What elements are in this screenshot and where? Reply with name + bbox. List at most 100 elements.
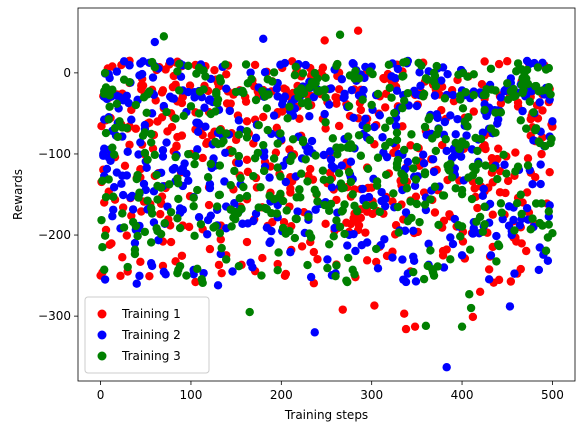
- data-point: [361, 114, 370, 124]
- data-point: [444, 164, 453, 174]
- data-point: [203, 173, 213, 182]
- data-point: [493, 174, 502, 184]
- data-point: [480, 57, 489, 66]
- data-point: [362, 123, 372, 133]
- data-point: [342, 218, 351, 227]
- data-point: [215, 228, 225, 238]
- data-point: [251, 95, 261, 105]
- data-point: [134, 150, 143, 159]
- data-point: [536, 179, 545, 189]
- data-point: [306, 164, 315, 174]
- data-point: [385, 83, 394, 93]
- data-point: [484, 265, 494, 274]
- data-point: [522, 188, 532, 197]
- data-point: [340, 92, 349, 102]
- data-point: [268, 217, 277, 227]
- data-point: [135, 271, 144, 281]
- data-point: [362, 207, 372, 216]
- data-point: [216, 235, 225, 244]
- data-point: [122, 231, 131, 240]
- data-point: [538, 106, 547, 115]
- data-point: [506, 87, 516, 96]
- data-point: [152, 170, 161, 180]
- data-point: [142, 108, 151, 118]
- data-point: [105, 102, 114, 111]
- data-point: [146, 129, 156, 139]
- data-point: [143, 155, 152, 164]
- data-point: [506, 277, 516, 286]
- data-point: [250, 60, 260, 70]
- data-point: [356, 213, 366, 223]
- data-point: [234, 151, 244, 161]
- data-point: [393, 202, 403, 212]
- data-point: [269, 68, 279, 77]
- data-point-outlier: [465, 290, 474, 299]
- data-point: [131, 221, 141, 231]
- data-point: [348, 265, 357, 275]
- data-point: [199, 85, 208, 94]
- data-point: [320, 109, 329, 119]
- data-point: [140, 148, 150, 158]
- data-point: [487, 85, 497, 94]
- data-point: [509, 215, 518, 225]
- data-point: [288, 135, 298, 144]
- data-point: [356, 105, 366, 115]
- data-point: [246, 68, 255, 77]
- data-point: [205, 244, 215, 254]
- points-layer: [96, 26, 557, 372]
- data-point: [468, 229, 478, 238]
- data-point: [234, 261, 244, 271]
- data-point: [97, 215, 106, 225]
- data-point: [115, 117, 124, 126]
- data-point: [165, 180, 174, 189]
- data-point: [231, 87, 241, 97]
- data-point: [389, 189, 398, 198]
- data-point: [175, 59, 184, 69]
- data-point: [512, 198, 522, 208]
- data-point: [116, 271, 125, 281]
- data-point: [493, 144, 503, 153]
- data-point: [388, 253, 397, 262]
- data-point: [303, 260, 312, 270]
- data-point: [222, 129, 231, 138]
- data-point: [242, 133, 252, 142]
- data-point: [305, 144, 314, 154]
- data-point: [382, 152, 392, 162]
- y-tick-label: −200: [38, 228, 71, 242]
- data-point: [347, 85, 356, 95]
- data-point: [210, 65, 219, 75]
- data-point: [221, 148, 230, 157]
- data-point: [488, 210, 497, 219]
- data-point: [476, 134, 486, 144]
- data-point: [420, 122, 430, 132]
- data-point-outlier: [320, 36, 329, 45]
- data-point: [309, 80, 319, 89]
- data-point: [331, 271, 340, 281]
- data-point: [381, 123, 390, 132]
- data-point: [193, 185, 202, 195]
- data-point: [456, 152, 466, 161]
- data-point: [356, 151, 366, 160]
- data-point-outlier: [213, 281, 223, 290]
- data-point-outlier: [257, 271, 266, 280]
- data-point: [496, 93, 506, 102]
- data-point: [434, 125, 443, 134]
- data-point: [156, 229, 166, 239]
- data-point: [492, 257, 501, 266]
- data-point: [518, 106, 527, 116]
- data-point: [367, 100, 376, 110]
- data-point: [469, 90, 478, 100]
- data-point-outlier: [150, 37, 160, 47]
- data-point: [448, 90, 458, 100]
- data-point: [392, 128, 402, 137]
- data-point: [211, 107, 220, 116]
- x-axis: 0 100 200 300 400 500: [97, 381, 564, 402]
- data-point: [543, 256, 553, 265]
- data-point: [139, 93, 149, 102]
- data-point: [117, 179, 126, 188]
- data-point: [401, 57, 411, 66]
- data-point: [295, 114, 304, 123]
- data-point: [163, 127, 172, 136]
- data-point: [100, 231, 110, 240]
